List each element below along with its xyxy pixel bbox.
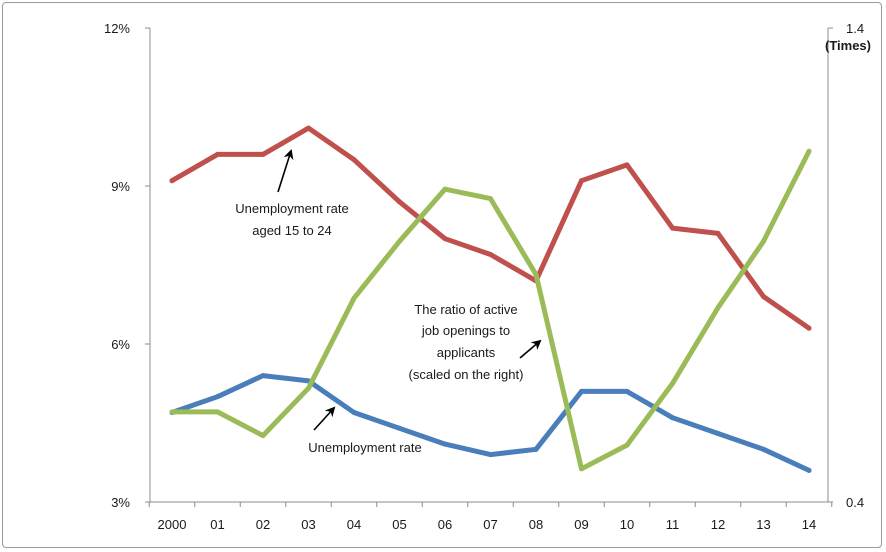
series-lines (169, 125, 812, 473)
data-point-unemployment (533, 446, 539, 452)
right-axis-unit-label: (Times) (825, 38, 871, 53)
data-point-youth (715, 230, 721, 236)
data-point-ratio (624, 442, 630, 448)
data-point-unemployment (715, 431, 721, 437)
x-tick-label: 11 (666, 517, 680, 532)
data-point-unemployment (806, 467, 812, 473)
x-tick-label: 02 (256, 517, 270, 532)
data-point-ratio (397, 238, 402, 244)
x-tick-label: 08 (529, 517, 543, 532)
data-point-ratio (806, 148, 812, 154)
data-point-youth (215, 151, 220, 157)
data-point-unemployment (624, 388, 630, 394)
data-point-unemployment (260, 373, 266, 379)
data-point-ratio (306, 385, 311, 391)
data-point-youth (488, 251, 493, 257)
data-point-ratio (351, 295, 357, 301)
data-point-ratio (579, 466, 584, 472)
data-point-unemployment (488, 452, 493, 458)
annotation-youth-line-2: aged 15 to 24 (252, 223, 332, 238)
right-axis-ticks: 0.4 1.4 (828, 21, 864, 510)
data-point-youth (169, 178, 175, 184)
annotation-youth-arrow (277, 149, 294, 193)
data-point-ratio (761, 238, 766, 244)
data-point-ratio (533, 271, 539, 277)
data-point-unemployment (761, 446, 766, 452)
x-axis-ticks: 2000 01 02 03 04 05 06 07 08 09 10 11 12 13 14 (148, 502, 833, 532)
annotation-youth-line-1: Unemployment rate (235, 201, 348, 216)
x-tick-label: 03 (301, 517, 315, 532)
data-point-youth (442, 236, 448, 242)
data-point-ratio (488, 196, 493, 202)
annotation-ratio-line-2: job openings to (421, 323, 510, 338)
series-points-unemployment (169, 373, 812, 473)
x-tick-label: 14 (802, 517, 816, 532)
annotation-youth: Unemployment rate aged 15 to 24 (235, 149, 349, 238)
series-points-ratio (169, 148, 812, 472)
data-point-youth (624, 162, 630, 168)
data-point-unemployment (579, 388, 584, 394)
annotation-ratio: The ratio of active job openings to appl… (409, 302, 542, 382)
data-point-unemployment (351, 409, 357, 415)
left-tick-label: 3% (111, 495, 130, 510)
data-point-youth (579, 178, 584, 184)
x-tick-label: 10 (620, 517, 634, 532)
left-tick-label: 9% (111, 179, 130, 194)
x-tick-label: 04 (347, 517, 361, 532)
data-point-youth (761, 294, 766, 300)
data-point-ratio (670, 381, 675, 386)
x-tick-label: 01 (210, 517, 224, 532)
data-point-ratio (169, 409, 175, 415)
annotation-unemployment: Unemployment rate (308, 406, 422, 455)
data-point-youth (670, 225, 675, 231)
data-point-youth (806, 325, 812, 331)
annotation-ratio-line-3: applicants (437, 345, 496, 360)
data-point-ratio (260, 433, 266, 439)
right-tick-label: 1.4 (846, 21, 864, 36)
data-point-ratio (215, 409, 220, 415)
x-tick-label: 13 (756, 517, 770, 532)
data-point-youth (306, 125, 311, 131)
data-point-unemployment (442, 441, 448, 447)
annotation-ratio-line-1: The ratio of active (414, 302, 517, 317)
x-tick-label: 2000 (158, 517, 187, 532)
right-tick-label: 0.4 (846, 495, 864, 510)
data-point-youth (260, 151, 266, 157)
annotation-ratio-arrow (519, 339, 542, 359)
x-tick-label: 09 (574, 517, 588, 532)
left-axis-ticks: 3% 6% 9% 12% (104, 21, 150, 510)
axes (149, 28, 829, 503)
data-point-ratio (442, 186, 448, 192)
data-point-youth (397, 199, 402, 205)
series-points-youth (169, 125, 812, 331)
x-tick-label: 05 (392, 517, 406, 532)
data-point-youth (351, 157, 357, 163)
data-point-unemployment (397, 425, 402, 431)
x-tick-label: 07 (483, 517, 497, 532)
left-tick-label: 6% (111, 337, 130, 352)
x-tick-label: 06 (438, 517, 452, 532)
annotation-unemployment-arrow (313, 406, 336, 431)
left-tick-label: 12% (104, 21, 130, 36)
x-tick-label: 12 (711, 517, 725, 532)
data-point-unemployment (670, 415, 675, 421)
data-point-ratio (715, 305, 721, 311)
data-point-unemployment (215, 394, 220, 400)
annotation-ratio-line-4: (scaled on the right) (409, 367, 524, 382)
annotation-unemployment-line-1: Unemployment rate (308, 440, 421, 455)
